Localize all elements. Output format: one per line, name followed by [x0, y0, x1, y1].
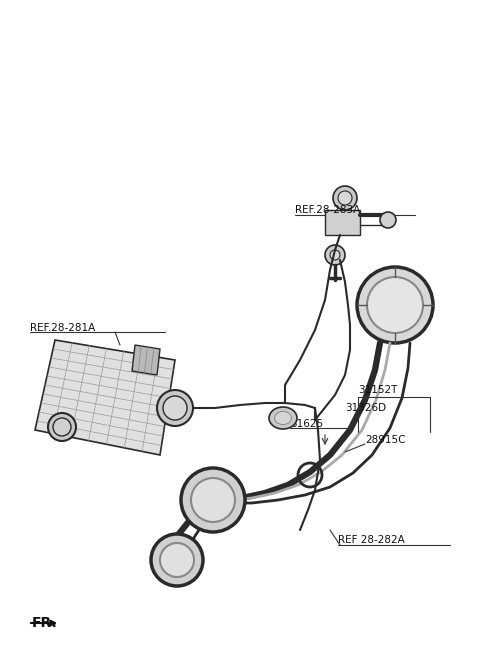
Circle shape	[181, 468, 245, 532]
Circle shape	[163, 396, 187, 420]
Circle shape	[380, 212, 396, 228]
Polygon shape	[325, 210, 360, 235]
Circle shape	[367, 277, 423, 333]
Circle shape	[53, 418, 71, 436]
Text: REF.28-281A: REF.28-281A	[30, 323, 95, 333]
Polygon shape	[35, 340, 175, 455]
Polygon shape	[132, 345, 160, 375]
Circle shape	[357, 267, 433, 343]
Text: 31326D: 31326D	[345, 403, 386, 413]
Circle shape	[333, 186, 357, 210]
Circle shape	[191, 478, 235, 522]
Circle shape	[338, 191, 352, 205]
Circle shape	[157, 390, 193, 426]
Text: 31625: 31625	[290, 419, 323, 429]
Text: 28915C: 28915C	[365, 435, 406, 445]
Circle shape	[325, 245, 345, 265]
Text: REF.28-283A: REF.28-283A	[295, 205, 360, 215]
Ellipse shape	[275, 411, 291, 424]
Circle shape	[330, 250, 340, 260]
Circle shape	[48, 413, 76, 441]
Text: REF 28-282A: REF 28-282A	[338, 535, 405, 545]
Circle shape	[160, 543, 194, 577]
Ellipse shape	[269, 407, 297, 429]
Text: 31152T: 31152T	[358, 385, 397, 395]
Circle shape	[151, 534, 203, 586]
Text: FR.: FR.	[32, 616, 58, 630]
